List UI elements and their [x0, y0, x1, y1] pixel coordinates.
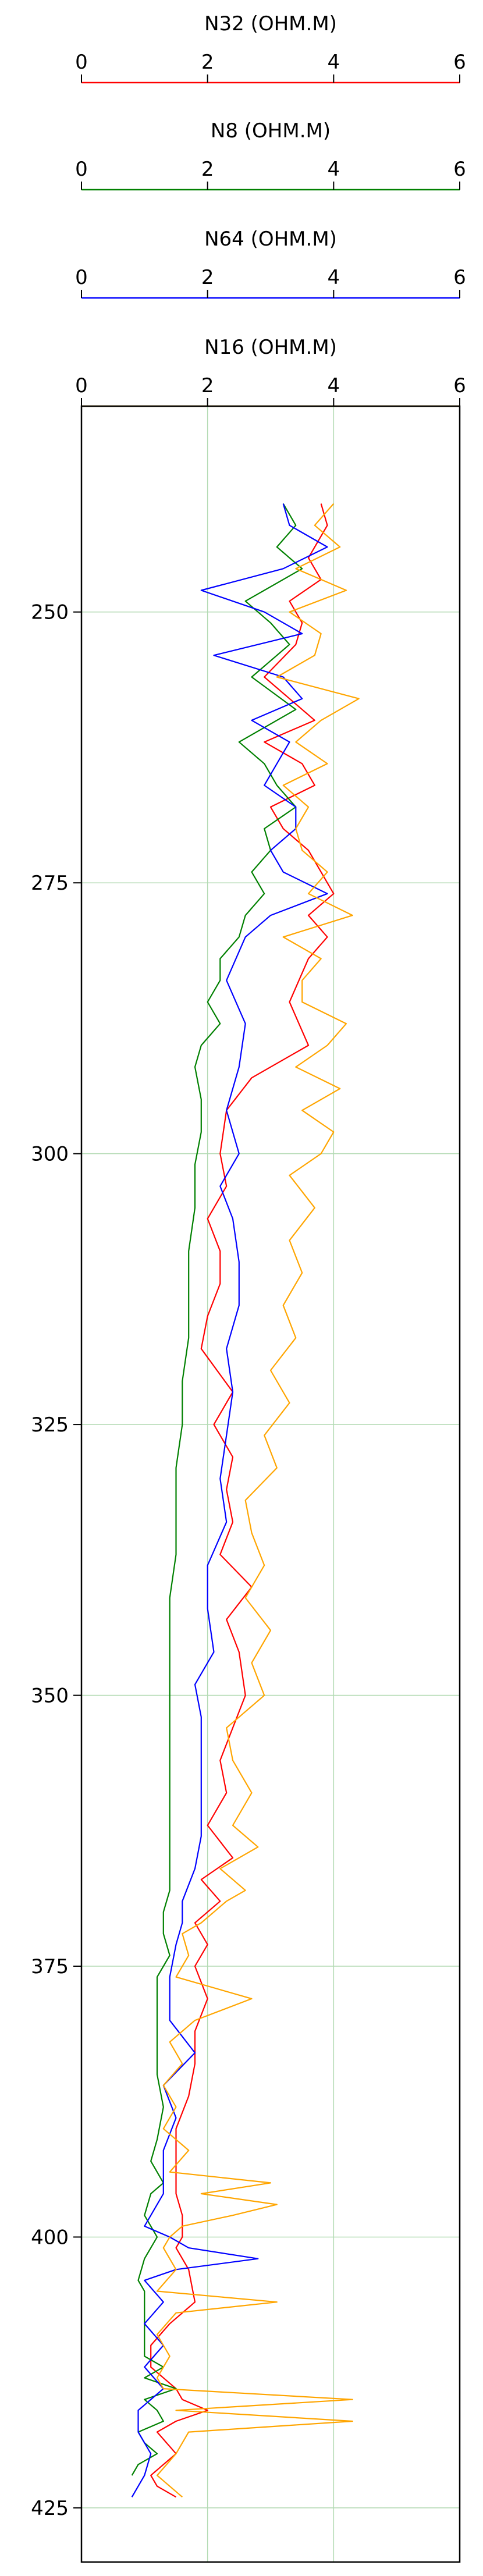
log-curves: [131, 503, 360, 2498]
depth-tick-label: 350: [31, 1685, 69, 1708]
curve-n64: [131, 503, 328, 2497]
curve-n32: [150, 503, 335, 2498]
scale-tick-label: 2: [201, 266, 214, 289]
scale-track-n64: N64 (OHM.M) 0 2 4 6: [75, 228, 466, 299]
depth-tick-label: 325: [31, 1413, 69, 1437]
scale-title: N32 (OHM.M): [204, 12, 337, 35]
scale-tick-label: 0: [75, 374, 88, 397]
depth-tick-label: 425: [31, 2497, 69, 2520]
scale-tick-label: 0: [75, 266, 88, 289]
scale-tick-label: 6: [453, 266, 466, 289]
depth-tick-label: 375: [31, 1955, 69, 1978]
scale-track-n32: N32 (OHM.M) 0 2 4 6: [75, 12, 466, 84]
curve-n16: [156, 503, 360, 2498]
scale-tick-label: 4: [328, 158, 340, 181]
grid: [81, 406, 460, 2562]
scale-tick-label: 6: [453, 158, 466, 181]
scale-title: N16 (OHM.M): [204, 336, 337, 359]
scale-title: N8 (OHM.M): [211, 119, 331, 143]
depth-tick-label: 250: [31, 601, 69, 624]
depth-tick-label: 400: [31, 2226, 69, 2249]
curve-n8: [131, 503, 303, 2476]
scale-tick-label: 6: [453, 51, 466, 74]
scale-tick-label: 6: [453, 374, 466, 397]
depth-tick-label: 275: [31, 872, 69, 895]
depth-axis: 250 275 300 325 350 375 400 425: [31, 601, 81, 2520]
depth-tick-label: 300: [31, 1143, 69, 1166]
scale-tick-label: 2: [201, 374, 214, 397]
scale-track-n8: N8 (OHM.M) 0 2 4 6: [75, 119, 466, 191]
scale-tick-label: 4: [328, 374, 340, 397]
scale-title: N64 (OHM.M): [204, 228, 337, 251]
plot-frame: [80, 405, 461, 2563]
scale-tick-label: 0: [75, 51, 88, 74]
scale-tick-label: 4: [328, 266, 340, 289]
scale-track-n16: N16 (OHM.M) 0 2 4 6: [75, 336, 466, 407]
scale-tick-label: 2: [201, 51, 214, 74]
scale-tick-label: 4: [328, 51, 340, 74]
scale-tick-label: 2: [201, 158, 214, 181]
scale-tick-label: 0: [75, 158, 88, 181]
